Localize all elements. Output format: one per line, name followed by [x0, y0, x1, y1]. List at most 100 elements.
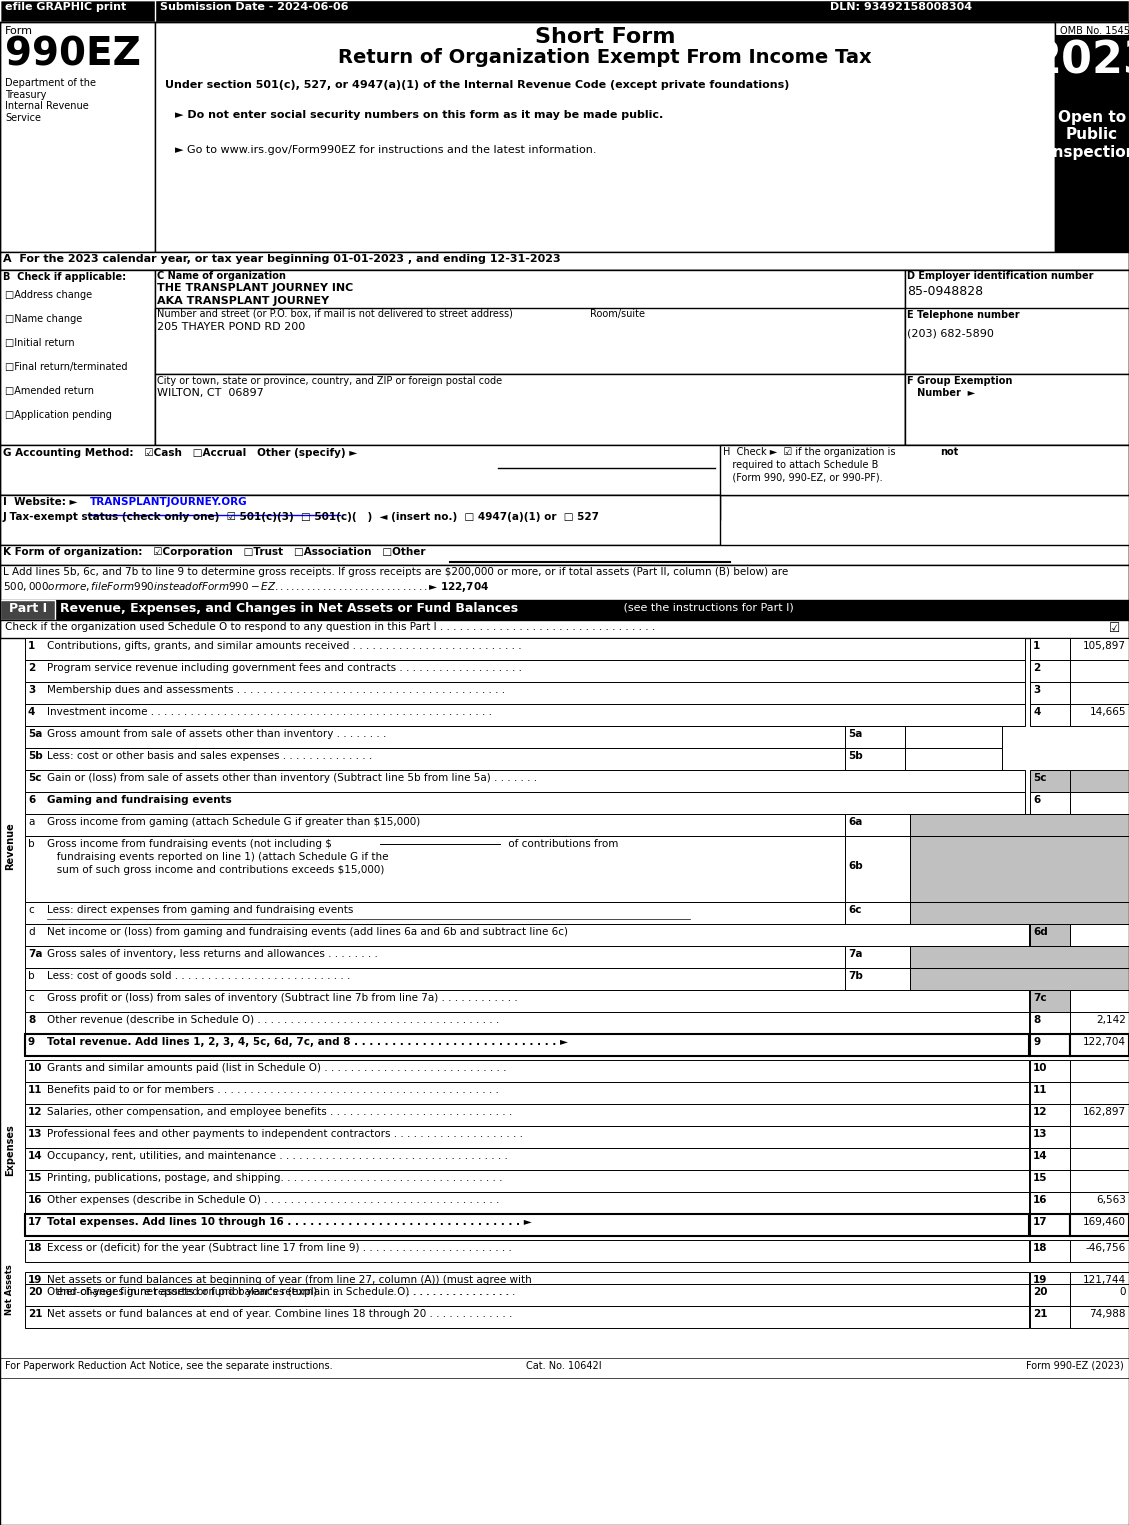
- Text: Number and street (or P.O. box, if mail is not delivered to street address): Number and street (or P.O. box, if mail …: [157, 310, 513, 319]
- Text: F Group Exemption: F Group Exemption: [907, 377, 1013, 386]
- Bar: [844, 814, 910, 836]
- Bar: [0, 270, 155, 445]
- Text: Other changes in net assets or fund balances (explain in Schedule O) . . . . . .: Other changes in net assets or fund bala…: [47, 1287, 515, 1296]
- Text: 15: 15: [28, 1173, 43, 1183]
- Text: B  Check if applicable:: B Check if applicable:: [3, 271, 126, 282]
- Bar: [25, 901, 844, 924]
- Bar: [25, 814, 844, 836]
- Bar: [1030, 1148, 1070, 1170]
- Text: 6b: 6b: [848, 862, 863, 871]
- Bar: [1070, 1125, 1129, 1148]
- Bar: [0, 544, 1129, 564]
- Text: Gross income from fundraising events (not including $: Gross income from fundraising events (no…: [47, 839, 332, 849]
- Text: c: c: [28, 904, 34, 915]
- Text: □Address change: □Address change: [5, 290, 93, 300]
- Text: □Initial return: □Initial return: [5, 339, 75, 348]
- Bar: [0, 0, 1129, 21]
- Bar: [25, 1083, 1029, 1104]
- Text: d: d: [28, 927, 35, 936]
- Bar: [1070, 1034, 1129, 1055]
- Bar: [1070, 660, 1129, 682]
- Bar: [0, 1357, 1129, 1379]
- Bar: [1070, 1148, 1129, 1170]
- Bar: [25, 705, 1025, 726]
- Text: Room/suite: Room/suite: [590, 310, 645, 319]
- Text: 74,988: 74,988: [1089, 1308, 1126, 1319]
- Text: $500,000 or more, file Form 990 instead of Form 990-EZ . . . . . . . . . . . . .: $500,000 or more, file Form 990 instead …: [3, 580, 489, 595]
- Bar: [844, 726, 905, 747]
- Bar: [905, 308, 1129, 374]
- Text: Check if the organization used Schedule O to respond to any question in this Par: Check if the organization used Schedule …: [5, 622, 655, 631]
- Text: 2,142: 2,142: [1096, 1016, 1126, 1025]
- Text: (see the instructions for Part I): (see the instructions for Part I): [620, 602, 794, 612]
- Text: J Tax-exempt status (check only one)  ☑ 501(c)(3)  □ 501(c)(   )  ◄ (insert no.): J Tax-exempt status (check only one) ☑ 5…: [3, 512, 599, 522]
- Bar: [1030, 1193, 1070, 1214]
- Text: b: b: [28, 839, 35, 849]
- Text: b: b: [28, 971, 35, 981]
- Text: 17: 17: [28, 1217, 43, 1228]
- Bar: [910, 836, 1129, 901]
- Text: 7c: 7c: [1033, 993, 1047, 1003]
- Text: 10: 10: [28, 1063, 43, 1074]
- Text: □Name change: □Name change: [5, 314, 82, 323]
- Text: 3: 3: [28, 685, 35, 695]
- Bar: [1030, 637, 1070, 660]
- Text: Program service revenue including government fees and contracts . . . . . . . . : Program service revenue including govern…: [47, 663, 522, 673]
- Text: THE TRANSPLANT JOURNEY INC: THE TRANSPLANT JOURNEY INC: [157, 284, 353, 293]
- Bar: [25, 990, 1029, 1013]
- Text: 13: 13: [28, 1128, 43, 1139]
- Text: 17: 17: [1033, 1217, 1048, 1228]
- Text: 19: 19: [1033, 1275, 1048, 1286]
- Text: Return of Organization Exempt From Income Tax: Return of Organization Exempt From Incom…: [339, 47, 872, 67]
- Text: 1: 1: [1033, 640, 1040, 651]
- Text: 14: 14: [1033, 1151, 1048, 1161]
- Text: C Name of organization: C Name of organization: [157, 271, 286, 281]
- Text: For Paperwork Reduction Act Notice, see the separate instructions.: For Paperwork Reduction Act Notice, see …: [5, 1360, 333, 1371]
- Text: 10: 10: [1033, 1063, 1048, 1074]
- Bar: [905, 747, 1003, 770]
- Text: Open to
Public
Inspection: Open to Public Inspection: [1048, 110, 1129, 160]
- Text: K Form of organization:   ☑Corporation   □Trust   □Association   □Other: K Form of organization: ☑Corporation □Tr…: [3, 547, 426, 557]
- Text: 990EZ: 990EZ: [5, 37, 141, 75]
- Bar: [1030, 1240, 1070, 1263]
- Bar: [1070, 1305, 1129, 1328]
- Text: ► Go to www.irs.gov/Form990EZ for instructions and the latest information.: ► Go to www.irs.gov/Form990EZ for instru…: [175, 145, 596, 156]
- Text: Form: Form: [5, 26, 33, 37]
- Text: not: not: [940, 447, 959, 458]
- Text: 14: 14: [28, 1151, 43, 1161]
- Text: OMB No. 1545-0047: OMB No. 1545-0047: [1060, 26, 1129, 37]
- Bar: [1070, 791, 1129, 814]
- Text: 2: 2: [28, 663, 35, 673]
- Bar: [25, 946, 844, 968]
- Text: (Form 990, 990-EZ, or 990-PF).: (Form 990, 990-EZ, or 990-PF).: [723, 473, 883, 483]
- Text: 5a: 5a: [848, 729, 863, 740]
- Text: Revenue: Revenue: [5, 822, 15, 869]
- Text: of contributions from: of contributions from: [505, 839, 619, 849]
- Text: 7a: 7a: [848, 949, 863, 959]
- Bar: [1030, 1013, 1070, 1034]
- Bar: [1070, 1104, 1129, 1125]
- Text: 8: 8: [1033, 1016, 1040, 1025]
- Text: Gross income from gaming (attach Schedule G if greater than $15,000): Gross income from gaming (attach Schedul…: [47, 817, 420, 827]
- Bar: [1030, 770, 1070, 791]
- Text: H  Check ►  ☑ if the organization is: H Check ► ☑ if the organization is: [723, 447, 899, 458]
- Text: 20: 20: [28, 1287, 43, 1296]
- Bar: [910, 946, 1129, 968]
- Text: Less: direct expenses from gaming and fundraising events: Less: direct expenses from gaming and fu…: [47, 904, 353, 915]
- Bar: [25, 1305, 1029, 1328]
- Text: 9: 9: [28, 1037, 35, 1048]
- Bar: [0, 252, 1129, 270]
- Bar: [25, 1272, 1029, 1305]
- Text: 11: 11: [1033, 1084, 1048, 1095]
- Bar: [0, 496, 720, 520]
- Text: Net assets or fund balances at beginning of year (from line 27, column (A)) (mus: Net assets or fund balances at beginning…: [47, 1275, 532, 1286]
- Text: 16: 16: [1033, 1196, 1048, 1205]
- Bar: [910, 814, 1129, 836]
- Bar: [155, 270, 905, 445]
- Bar: [905, 374, 1129, 445]
- Text: Benefits paid to or for members . . . . . . . . . . . . . . . . . . . . . . . . : Benefits paid to or for members . . . . …: [47, 1084, 499, 1095]
- Text: I  Website: ►: I Website: ►: [3, 497, 78, 506]
- Bar: [25, 1148, 1029, 1170]
- Text: 6: 6: [28, 795, 35, 805]
- Text: 5c: 5c: [1033, 773, 1047, 782]
